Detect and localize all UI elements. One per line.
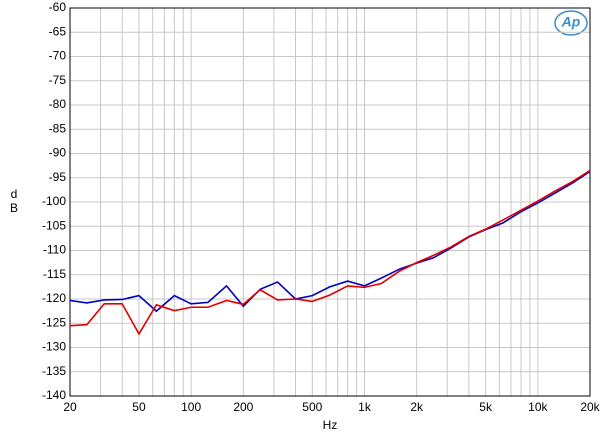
y-tick-label: -70: [49, 49, 67, 63]
x-tick-label: 10k: [528, 400, 548, 414]
y-tick-label: -85: [49, 121, 67, 135]
y-tick-label: -125: [42, 315, 66, 329]
x-tick-label: 2k: [410, 400, 424, 414]
logo: Ap: [554, 10, 588, 36]
y-tick-label: -110: [43, 243, 66, 257]
y-tick-label: -65: [49, 24, 67, 38]
x-tick-label: 20k: [580, 400, 600, 414]
logo-ring: [554, 10, 588, 36]
x-tick-label: 20: [63, 400, 77, 414]
y-tick-label: -115: [43, 267, 66, 281]
x-axis-label: Hz: [323, 418, 338, 432]
x-tick-label: 5k: [479, 400, 493, 414]
x-tick-label: 500: [302, 400, 322, 414]
x-tick-label: 100: [181, 400, 201, 414]
plot-border: [69, 7, 591, 397]
y-tick-label: -130: [42, 340, 66, 354]
y-tick-label: -90: [49, 146, 67, 160]
y-tick-label: -60: [49, 0, 67, 14]
y-tick-label: -135: [42, 364, 66, 378]
data-line: [69, 170, 591, 313]
y-tick-label: -100: [42, 194, 66, 208]
x-tick-label: 1k: [358, 400, 372, 414]
y-tick-label: -140: [42, 388, 66, 402]
y-axis-label: d: [11, 187, 18, 201]
y-tick-label: -95: [49, 170, 67, 184]
x-tick-label: 200: [233, 400, 253, 414]
y-tick-label: -80: [49, 97, 67, 111]
y-axis-label: B: [10, 201, 18, 215]
y-tick-label: -75: [49, 73, 67, 87]
x-tick-label: 50: [132, 400, 146, 414]
logo-text: Ap: [561, 14, 581, 30]
y-tick-label: -120: [42, 291, 66, 305]
data-line: [69, 169, 591, 336]
y-tick-label: -105: [42, 218, 66, 232]
